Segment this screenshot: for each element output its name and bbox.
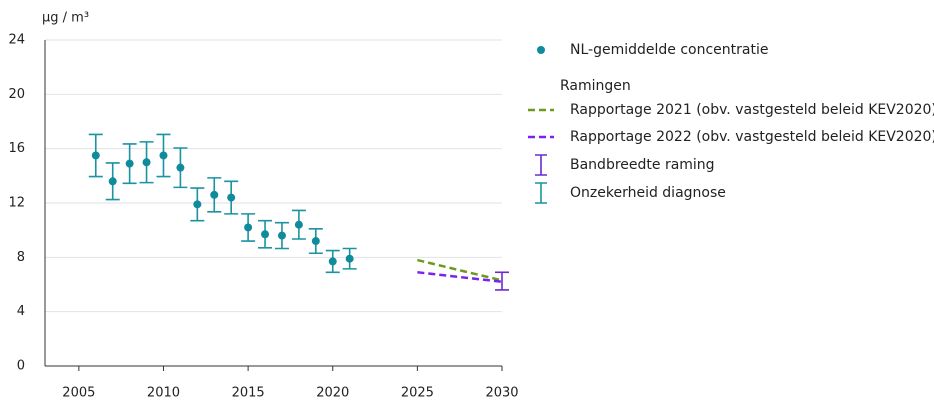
data-point [294,220,303,229]
legend-marker [537,46,545,54]
y-tick-label: 0 [17,359,25,374]
data-point [227,193,236,202]
y-tick-label: 12 [8,196,25,211]
data-point [176,163,185,172]
legend-label: Bandbreedte raming [570,157,715,173]
data-point [108,177,117,186]
legend-label: Onzekerheid diagnose [570,185,726,201]
data-point [91,151,100,160]
x-tick-label: 2005 [62,386,95,401]
legend-label: Rapportage 2022 (obv. vastgesteld beleid… [570,129,934,145]
x-tick-label: 2015 [232,386,265,401]
x-tick-label: 2030 [485,386,518,401]
legend-label: Rapportage 2021 (obv. vastgesteld beleid… [570,102,934,118]
data-point [311,237,320,246]
data-point [159,151,168,160]
y-tick-label: 16 [8,141,25,156]
data-point [193,200,202,209]
data-point [210,190,219,199]
x-tick-label: 2020 [316,386,349,401]
y-tick-label: 24 [8,33,25,48]
data-point [345,254,354,263]
projection-line [417,258,503,282]
y-tick-label: 20 [8,87,25,102]
projection-line [417,271,503,284]
legend-marker [535,182,547,204]
data-point [261,230,270,239]
legend-label: NL-gemiddelde concentratie [570,42,768,58]
x-tick-label: 2010 [147,386,180,401]
data-point [328,257,337,266]
x-tick-label: 2025 [401,386,434,401]
data-point [277,231,286,240]
data-point [142,158,151,167]
data-point [125,159,134,168]
data-point [244,223,253,232]
y-tick-label: 8 [17,250,25,265]
legend-group-title: Ramingen [560,78,631,94]
legend-marker [535,154,547,176]
y-axis-label: µg / m³ [42,11,89,26]
y-tick-label: 4 [17,304,25,319]
